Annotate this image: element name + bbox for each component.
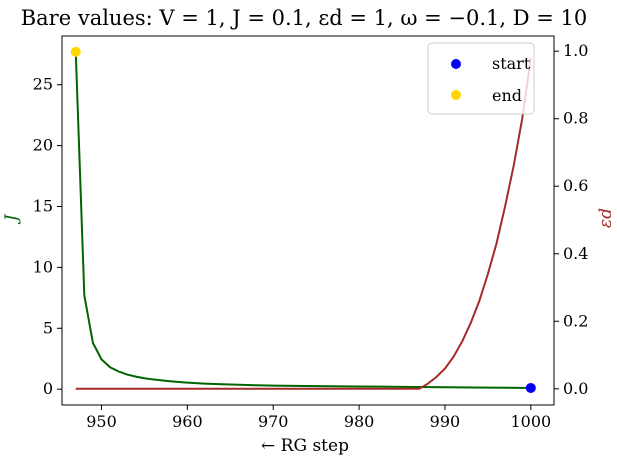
x-tick-label: 1000 <box>510 412 551 431</box>
y-left-tick-label: 15 <box>33 196 53 215</box>
series-lines <box>74 51 532 390</box>
y-right-tick-label: 0.2 <box>563 311 588 330</box>
y-axis-right: 0.0 0.2 0.4 0.6 0.8 1.0 <box>554 41 588 398</box>
x-tick-label: 970 <box>258 412 289 431</box>
y-left-tick-label: 10 <box>33 257 53 276</box>
y-left-tick-label: 0 <box>43 379 53 398</box>
y-axis-left-label: J <box>2 213 22 224</box>
legend-end-label: end <box>492 86 522 105</box>
series-line-eps <box>75 57 532 390</box>
chart-title: Bare values: V = 1, J = 0.1, εd = 1, ω =… <box>21 6 588 30</box>
y-right-tick-label: 1.0 <box>563 41 588 60</box>
y-left-tick-label: 20 <box>33 136 53 155</box>
y-axis-right-label: εd <box>596 208 616 228</box>
x-tick-label: 960 <box>172 412 203 431</box>
y-left-tick-label: 5 <box>43 318 53 337</box>
plot-frame <box>61 35 555 406</box>
legend-end-marker <box>451 90 461 100</box>
x-axis-label: ← RG step <box>261 436 349 456</box>
y-right-tick-label: 0.4 <box>563 244 588 263</box>
series-markers <box>70 46 536 393</box>
marker-start <box>525 382 536 393</box>
y-right-tick-label: 0.0 <box>563 379 588 398</box>
x-tick-label: 990 <box>430 412 461 431</box>
y-axis-left: 0 5 10 15 20 25 <box>33 75 62 398</box>
legend-start-marker <box>451 59 461 69</box>
x-tick-label: 950 <box>86 412 117 431</box>
y-right-tick-label: 0.6 <box>563 176 588 195</box>
marker-end <box>70 46 81 57</box>
x-axis: 950 960 970 980 990 1000 <box>86 405 551 431</box>
series-line-J <box>74 51 531 389</box>
y-left-tick-label: 25 <box>33 75 53 94</box>
legend: start end <box>427 42 535 115</box>
x-tick-label: 980 <box>344 412 375 431</box>
y-right-tick-label: 0.8 <box>563 109 588 128</box>
legend-start-label: start <box>492 54 531 73</box>
